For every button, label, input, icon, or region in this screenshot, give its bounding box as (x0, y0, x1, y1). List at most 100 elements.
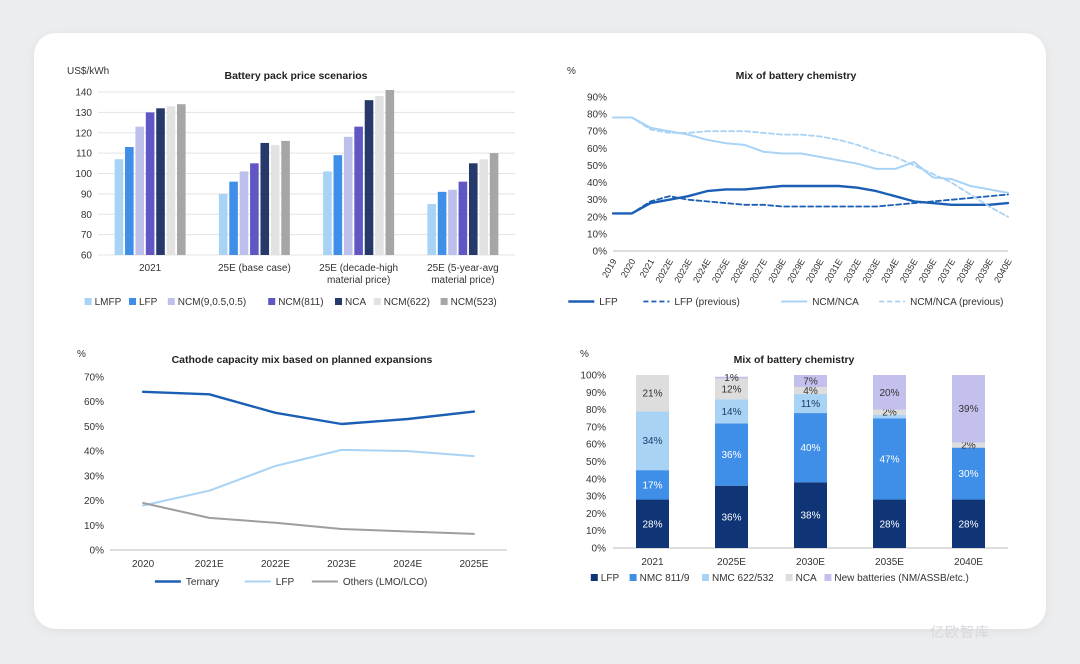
y-tick-label: 90% (587, 93, 607, 104)
stacked-bar-segment (715, 399, 748, 424)
data-label: 2% (961, 441, 976, 452)
bar (281, 140, 290, 255)
stacked-bar-segment (873, 499, 906, 548)
bar (364, 100, 374, 256)
bar (437, 191, 447, 255)
y-tick-label: 40% (587, 178, 607, 189)
legend-swatch (84, 298, 92, 305)
legend-swatch (373, 298, 381, 305)
legend-label: LFP (599, 297, 618, 308)
data-label: 20% (879, 388, 899, 399)
data-label: 39% (958, 404, 978, 415)
legend-swatch (268, 298, 276, 305)
y-tick-label: 80 (81, 210, 93, 221)
stacked-bar-segment (952, 442, 985, 448)
data-label: 1% (724, 373, 739, 384)
x-tick-label: 25E (decade-high (319, 263, 398, 274)
x-tick-label: 2040E (992, 257, 1014, 285)
bar (458, 181, 468, 255)
x-tick-label: material price) (327, 275, 390, 286)
chart1-unit-label: US$/kWh (67, 66, 109, 77)
x-tick-label: 2023E (327, 559, 356, 570)
legend-label: NCA (345, 297, 366, 308)
data-label: 28% (642, 519, 662, 530)
y-tick-label: 120 (75, 128, 92, 139)
legend-label: LFP (139, 297, 158, 308)
x-tick-label: material price) (431, 275, 494, 286)
x-tick-label: 2021E (195, 559, 224, 570)
data-label: 34% (642, 436, 662, 447)
y-tick-label: 140 (75, 88, 92, 99)
data-label: 11% (801, 399, 820, 410)
y-tick-label: 70% (84, 373, 104, 384)
x-tick-label: 2035E (875, 557, 904, 568)
bar (489, 153, 499, 255)
y-tick-label: 20% (587, 212, 607, 223)
stacked-bar-segment (952, 375, 985, 443)
y-tick-label: 0% (593, 247, 608, 258)
y-tick-label: 70% (587, 127, 607, 138)
legend-label: NCM(9,0.5,0.5) (178, 297, 246, 308)
stacked-bar-segment (636, 411, 669, 471)
data-label: 36% (721, 450, 741, 461)
chart4-unit-label: % (580, 349, 589, 360)
y-tick-label: 70% (586, 422, 606, 433)
data-label: 21% (642, 389, 662, 400)
bar (343, 136, 353, 255)
y-tick-label: 0% (592, 544, 607, 555)
y-tick-label: 80% (587, 110, 607, 121)
legend-label: NCM(811) (278, 297, 323, 308)
stacked-bar-segment (636, 470, 669, 500)
stacked-bar-segment (873, 418, 906, 500)
stacked-bar-segment (952, 499, 985, 548)
y-tick-label: 60% (586, 440, 606, 451)
bar (114, 159, 124, 255)
y-tick-label: 110 (76, 149, 92, 160)
bar (218, 193, 228, 255)
series-line (142, 502, 475, 535)
data-label: 36% (721, 512, 741, 523)
stacked-bar-segment (715, 378, 748, 400)
chart2-title: Mix of battery chemistry (736, 70, 857, 82)
chart1-title: Battery pack price scenarios (225, 70, 368, 82)
data-label: 38% (800, 511, 820, 522)
y-tick-label: 30% (586, 492, 606, 503)
x-tick-label: 2020 (619, 257, 638, 279)
battery-pack-price-chart: Battery pack price scenarios US$/kWh 60 7… (67, 66, 515, 308)
x-tick-label: 25E (5-year-avg (427, 263, 499, 274)
x-tick-label: 2040E (954, 557, 983, 568)
chemistry-mix-line-chart: Mix of battery chemistry % 0% 10% 20% 30% 40… (567, 66, 1014, 308)
watermark: 亿欧智库 (930, 624, 990, 640)
x-tick-label: 2024E (393, 559, 422, 570)
bar (260, 142, 270, 255)
data-label: 7% (803, 377, 818, 388)
stacked-bar-segment (636, 375, 669, 412)
y-tick-label: 40% (586, 474, 606, 485)
bar (135, 126, 145, 255)
legend-label: LFP (276, 577, 295, 588)
y-tick-label: 0% (90, 546, 105, 557)
legend-label: LFP (601, 573, 620, 584)
x-tick-label: 2021 (139, 263, 162, 274)
legend-swatch (824, 574, 832, 581)
y-tick-label: 70 (81, 230, 93, 241)
series-line (142, 448, 475, 507)
legend-label: NCM/NCA (previous) (910, 297, 1003, 308)
series-line (612, 116, 1009, 218)
y-tick-label: 50% (84, 422, 104, 433)
bar (427, 204, 436, 255)
y-tick-label: 90 (81, 189, 93, 200)
bar (479, 159, 488, 255)
data-label: 47% (879, 454, 899, 465)
stacked-bar-segment (715, 485, 748, 548)
series-line (611, 184, 1010, 215)
x-tick-label: 2030E (796, 557, 825, 568)
y-tick-label: 10% (587, 229, 607, 240)
legend-swatch (440, 298, 448, 305)
legend-label: NCM(523) (451, 297, 497, 308)
bar (375, 96, 384, 255)
legend-swatch (129, 298, 136, 305)
stacked-bar-segment (794, 394, 827, 414)
y-tick-label: 100% (580, 371, 606, 382)
bar (333, 155, 343, 255)
